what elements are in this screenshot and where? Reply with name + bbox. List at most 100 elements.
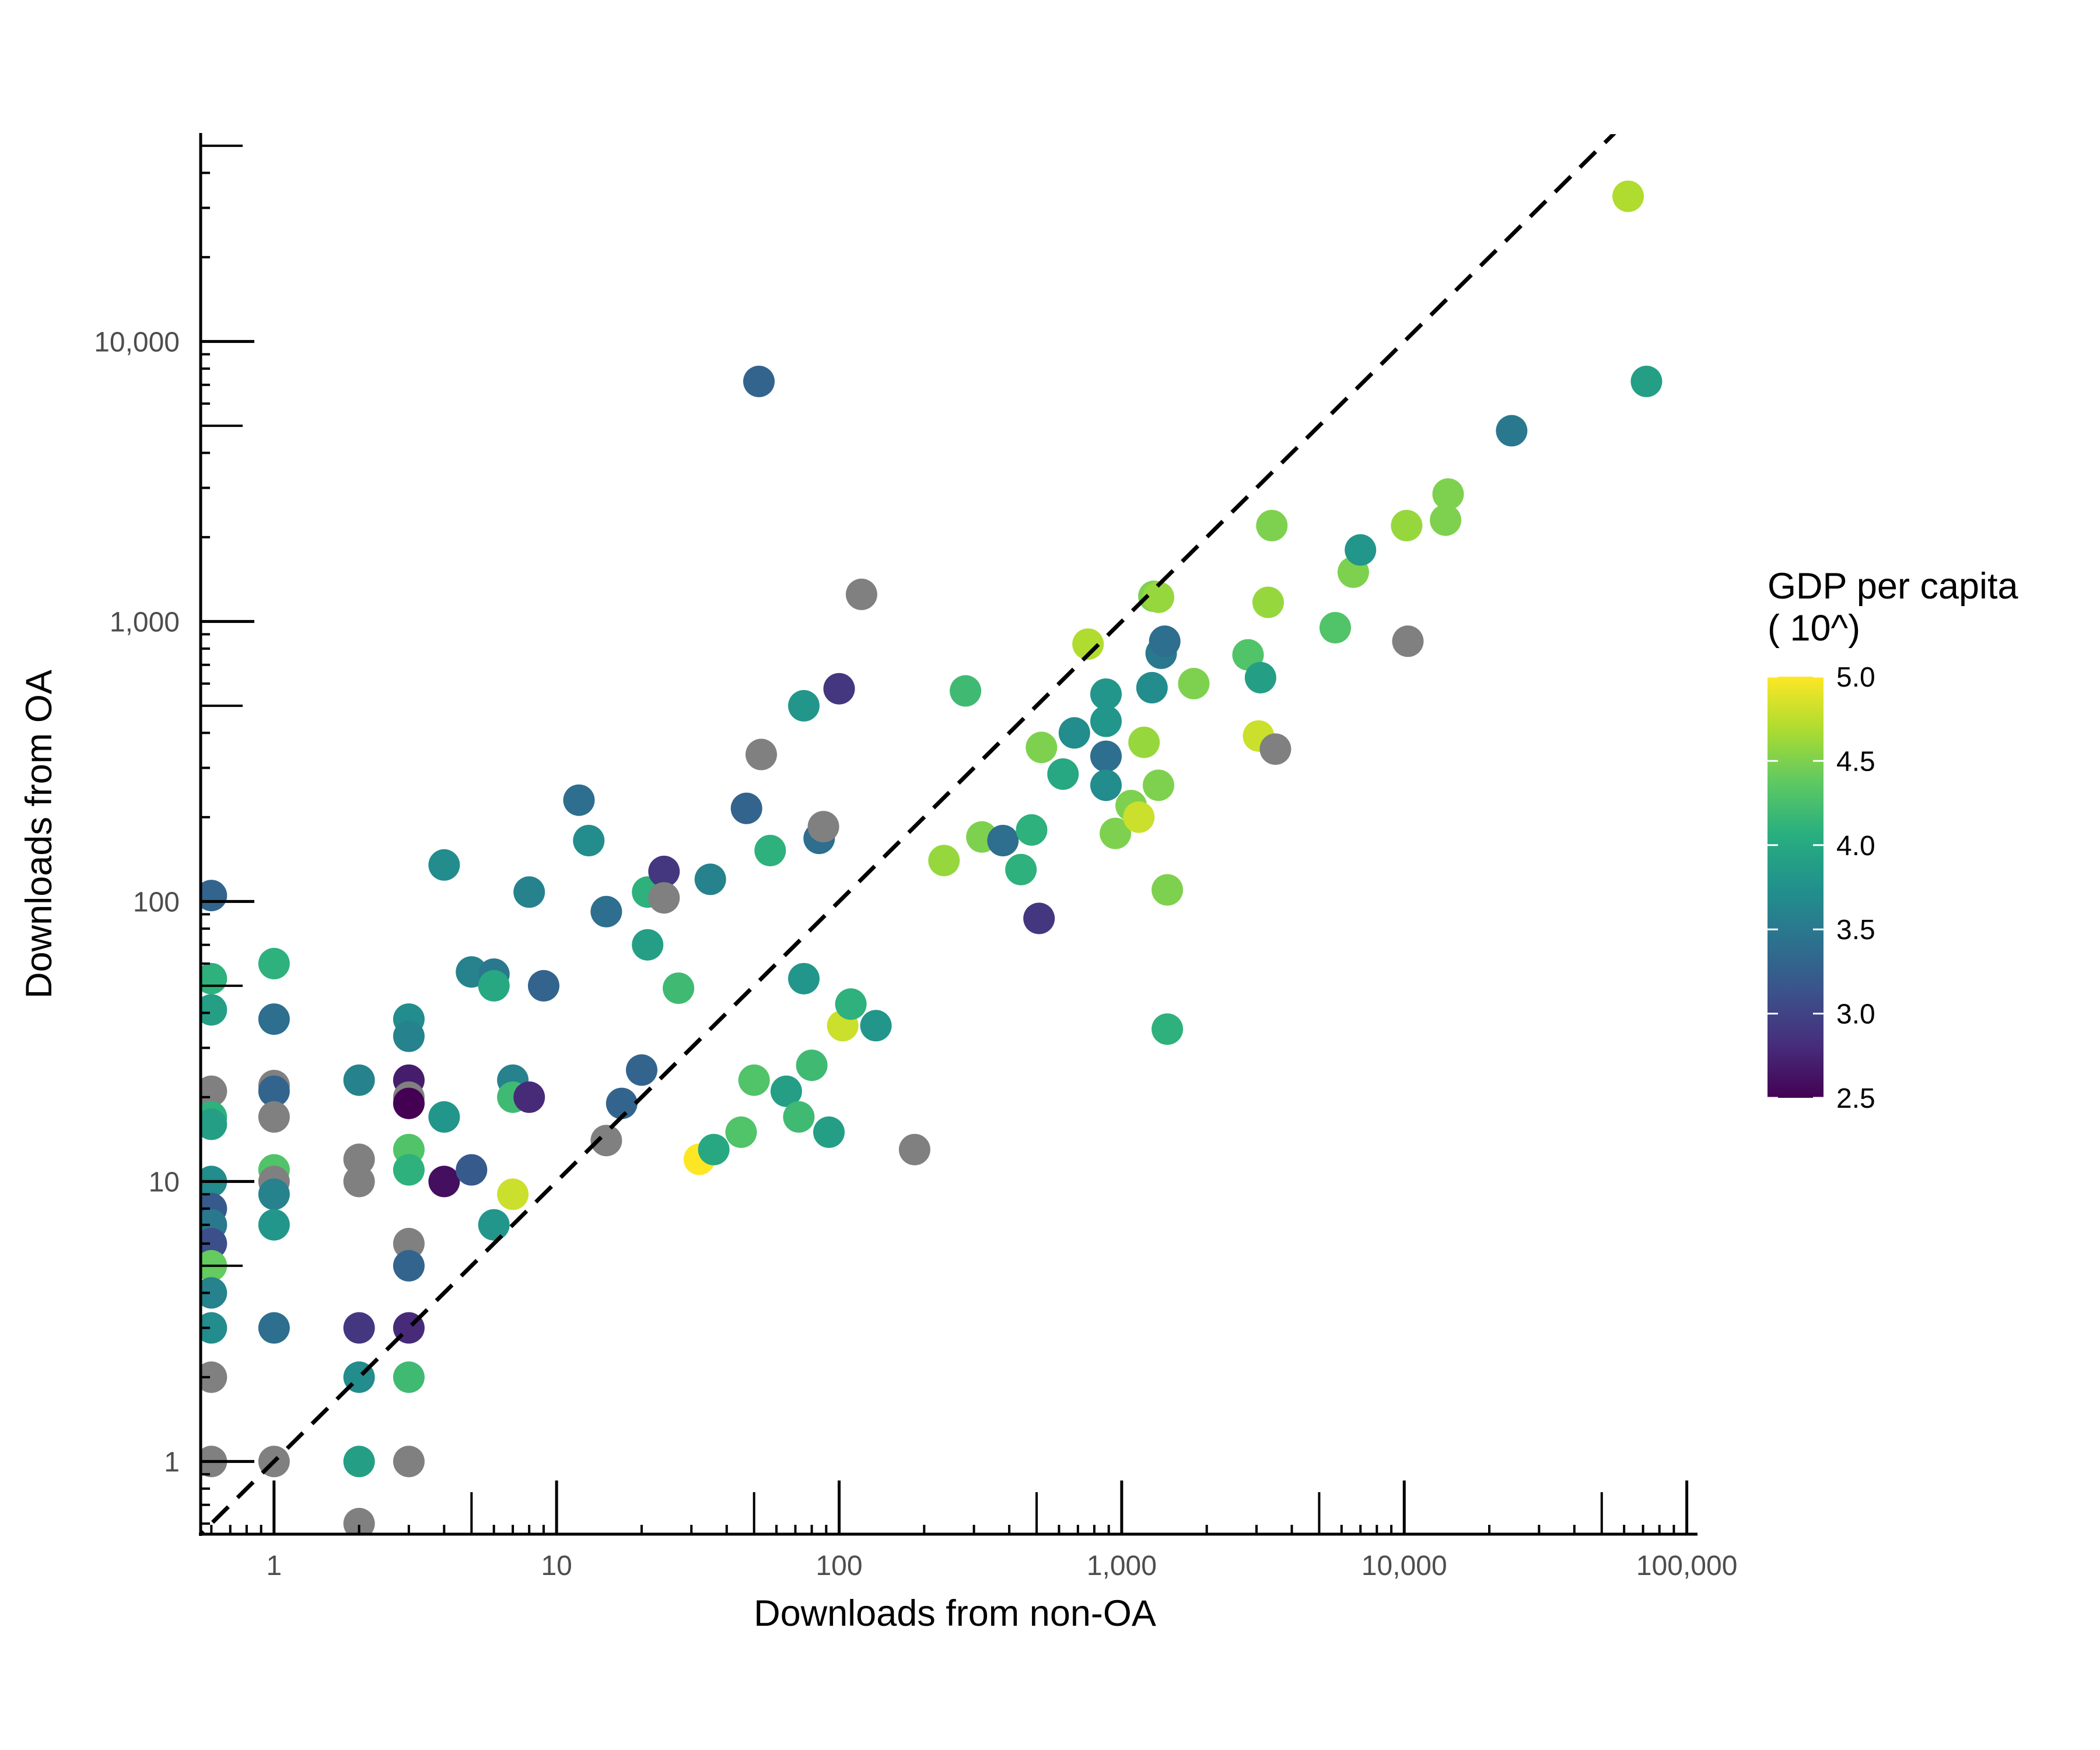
colorbar-tick-label: 4.5	[1836, 746, 1875, 777]
data-point-31	[343, 1446, 375, 1478]
data-point-76	[743, 365, 775, 397]
data-point-52	[478, 1209, 510, 1241]
data-point-112	[1136, 671, 1168, 704]
data-point-135	[1612, 180, 1644, 212]
data-point-34	[393, 1020, 425, 1052]
y-tick-label: 10,000	[94, 327, 180, 358]
data-point-82	[788, 963, 820, 995]
data-point-133	[1432, 478, 1464, 510]
data-point-55	[497, 1178, 529, 1210]
data-point-57	[513, 1081, 545, 1113]
data-point-73	[725, 1116, 757, 1148]
data-point-66	[632, 929, 664, 961]
data-point-16	[258, 1003, 290, 1035]
reference-line-layer	[201, 134, 1616, 1534]
colorbar-tick-label: 3.5	[1836, 915, 1875, 946]
data-point-101	[1047, 758, 1079, 790]
data-point-114	[1143, 581, 1174, 613]
data-point-59	[563, 784, 595, 816]
x-tick-label: 100,000	[1636, 1550, 1738, 1581]
data-point-93	[928, 845, 960, 877]
data-point-123	[1244, 662, 1276, 694]
data-point-99	[1023, 902, 1055, 935]
data-point-100	[1026, 732, 1058, 764]
y-tick-label: 100	[133, 887, 180, 918]
data-point-56	[513, 876, 545, 908]
data-point-117	[1149, 625, 1181, 657]
legend-title-line-2: ( 10^)	[1768, 608, 1860, 649]
color-legend: GDP per capita ( 10^) 5.0 4.5 4.0 3.5 3.0 2.5	[1768, 566, 2019, 1114]
data-point-19	[258, 1101, 290, 1133]
data-point-97	[1005, 853, 1037, 886]
data-point-37	[393, 1087, 425, 1119]
colorbar	[1768, 677, 1824, 1098]
y-tick-label: 1,000	[110, 607, 180, 638]
data-point-106	[1090, 740, 1122, 772]
data-point-0	[201, 880, 228, 912]
data-point-41	[393, 1250, 425, 1282]
y-axis-title: Downloads from OA	[19, 670, 60, 999]
data-point-96	[987, 825, 1019, 856]
data-point-129	[1345, 534, 1377, 566]
data-point-132	[1430, 504, 1462, 536]
data-point-3	[201, 1075, 228, 1107]
data-point-92	[898, 1133, 930, 1166]
y-tick-label: 10	[149, 1167, 180, 1198]
data-point-98	[1016, 814, 1048, 846]
colorbar-tick-label: 3.0	[1836, 999, 1875, 1030]
data-point-85	[807, 811, 839, 843]
data-point-86	[813, 1116, 845, 1148]
colorbar-tick-label: 2.5	[1836, 1083, 1875, 1114]
data-point-49	[456, 1154, 488, 1186]
data-point-79	[770, 1075, 802, 1107]
data-point-119	[1152, 1013, 1184, 1045]
data-point-60	[573, 825, 605, 856]
data-point-89	[835, 988, 867, 1020]
points-layer	[201, 180, 1662, 1534]
x-axis-title: Downloads from non-OA	[754, 1593, 1156, 1634]
data-point-118	[1152, 874, 1184, 906]
data-point-94	[950, 675, 982, 707]
x-tick-label: 1,000	[1087, 1550, 1157, 1581]
data-point-87	[823, 673, 855, 705]
colorbar-tick-label: 5.0	[1836, 662, 1875, 693]
data-point-24	[258, 1312, 290, 1344]
data-point-63	[606, 1087, 638, 1119]
data-point-23	[258, 1209, 290, 1241]
data-point-46	[428, 1101, 460, 1133]
data-point-74	[730, 792, 762, 824]
data-point-27	[343, 1143, 375, 1175]
colorbar-tick-label: 4.0	[1836, 831, 1875, 862]
data-point-83	[796, 1049, 828, 1082]
data-point-15	[258, 947, 290, 979]
data-point-67	[648, 855, 680, 887]
data-point-102	[1058, 717, 1090, 749]
data-point-91	[860, 1010, 892, 1042]
data-point-108	[1100, 817, 1132, 849]
data-point-18	[258, 1075, 290, 1107]
data-point-105	[1090, 705, 1122, 737]
data-point-58	[528, 970, 559, 1002]
data-point-28	[343, 1166, 375, 1198]
data-point-90	[845, 578, 877, 610]
data-point-45	[428, 849, 460, 881]
data-point-110	[1123, 801, 1155, 833]
data-point-13	[201, 1361, 228, 1393]
data-point-26	[343, 1064, 375, 1096]
data-point-61	[590, 895, 622, 928]
data-point-43	[393, 1361, 425, 1393]
data-point-47	[428, 1166, 460, 1198]
data-point-130	[1391, 510, 1423, 541]
data-point-32	[343, 1507, 375, 1534]
data-point-29	[343, 1312, 375, 1344]
data-point-11	[201, 1277, 228, 1309]
data-point-5	[201, 1108, 228, 1140]
data-point-44	[393, 1446, 425, 1478]
data-point-126	[1259, 733, 1292, 765]
data-point-125	[1256, 510, 1288, 541]
data-point-78	[754, 835, 786, 867]
data-point-51	[478, 970, 510, 1002]
data-point-22	[258, 1178, 290, 1210]
data-point-72	[698, 1133, 730, 1166]
data-point-104	[1090, 678, 1122, 710]
